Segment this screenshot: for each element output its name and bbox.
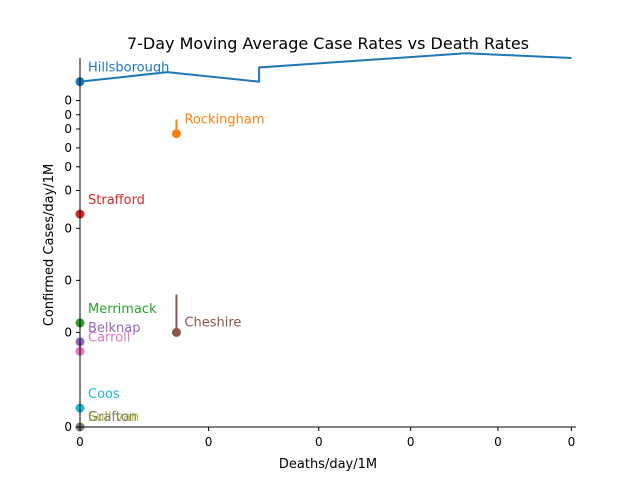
y-tick-label: 0 [64, 160, 72, 174]
x-tick-label: 0 [494, 435, 502, 449]
series-rockingham: Rockingham [171, 113, 265, 139]
y-tick-label: 0 [64, 221, 72, 235]
series-label: Rockingham [184, 113, 264, 128]
series-label: Grafton [88, 410, 137, 425]
series-label: Hillsborough [88, 61, 169, 76]
series-label: Sullivan [88, 410, 139, 425]
series-start-point [171, 129, 181, 139]
y-tick-label: 0 [64, 325, 72, 339]
chart-title: 7-Day Moving Average Case Rates vs Death… [127, 34, 529, 53]
x-tick-label: 0 [407, 435, 415, 449]
series-label: Coos [88, 387, 120, 402]
series-cheshire: Cheshire [171, 294, 241, 337]
series-label: Belknap [88, 321, 141, 336]
series-line [79, 52, 572, 83]
x-tick-label: 0 [568, 435, 576, 449]
y-tick-label: 0 [64, 273, 72, 287]
y-axis-label: Confirmed Cases/day/1M [42, 164, 57, 326]
x-axis: 0 0 0 0 0 0 [76, 426, 576, 449]
series-hillsborough: Hillsborough [75, 52, 572, 87]
series-start-point [171, 327, 181, 337]
x-axis-label: Deaths/day/1M [279, 457, 377, 472]
series-label: Carroll [88, 330, 130, 345]
y-tick-label: 0 [64, 141, 72, 155]
series-grafton: Grafton [75, 410, 137, 432]
y-tick-label: 0 [64, 108, 72, 122]
x-tick-label: 0 [315, 435, 323, 449]
y-tick-label: 0 [64, 420, 72, 434]
series-label: Strafford [88, 193, 145, 208]
series-label: Merrimack [88, 302, 157, 317]
y-tick-label: 0 [64, 183, 72, 197]
series-label: Cheshire [184, 315, 241, 330]
y-tick-label: 0 [64, 94, 72, 108]
x-tick-label: 0 [76, 435, 84, 449]
y-tick-label: 0 [64, 122, 72, 136]
x-tick-label: 0 [205, 435, 213, 449]
